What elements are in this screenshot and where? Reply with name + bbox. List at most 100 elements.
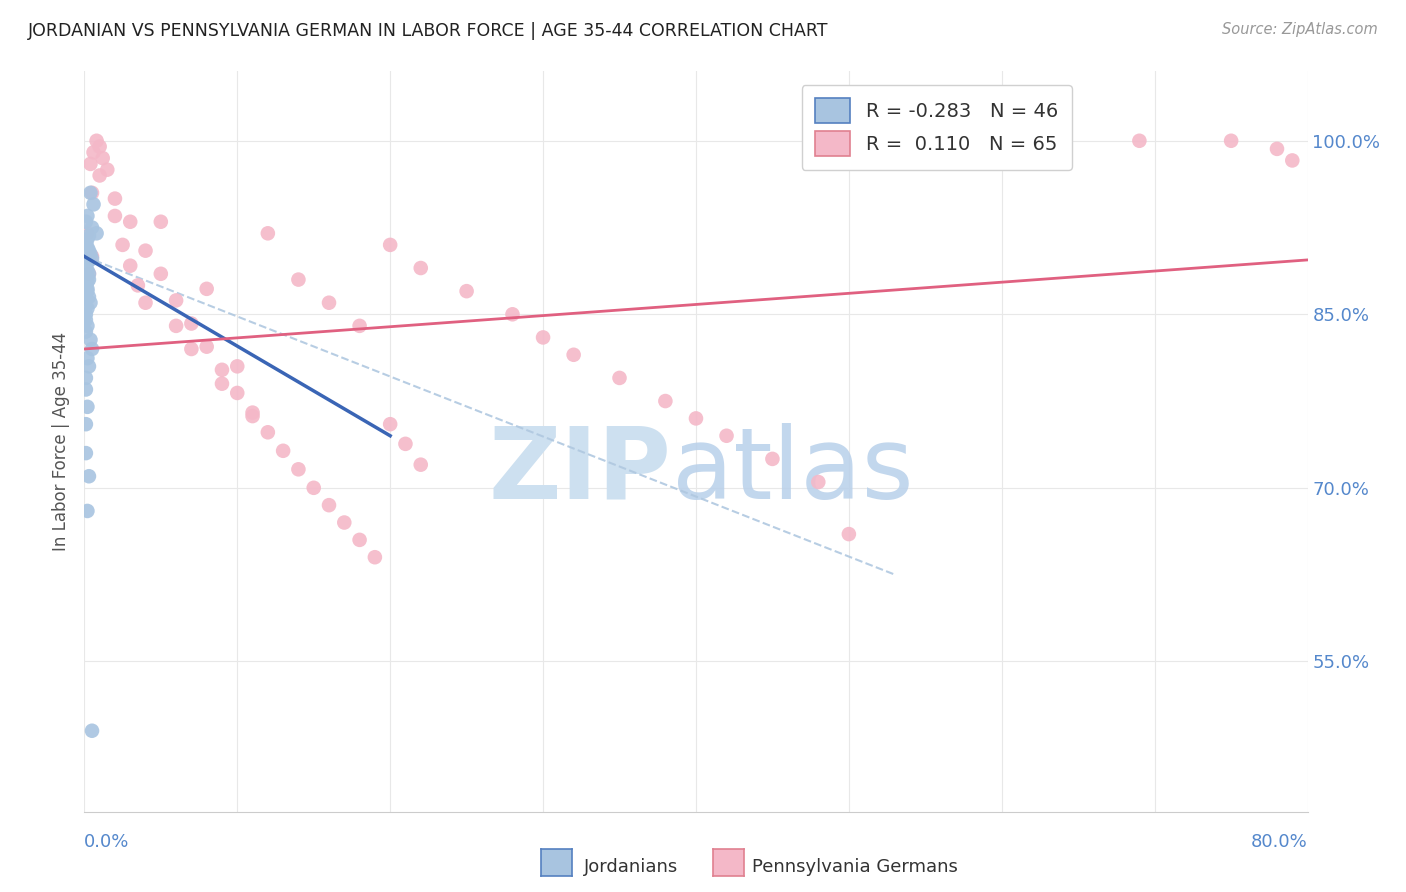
- Point: [77, 267, 100, 281]
- Point: [77, 469, 100, 483]
- Point: [1128, 134, 1150, 148]
- Point: [409, 260, 432, 275]
- Point: [318, 295, 340, 310]
- Point: [75, 417, 97, 432]
- Point: [242, 406, 264, 420]
- Legend: R = -0.283   N = 46, R =  0.110   N = 65: R = -0.283 N = 46, R = 0.110 N = 65: [801, 85, 1071, 169]
- Point: [96, 162, 118, 177]
- Point: [226, 359, 249, 374]
- Point: [271, 443, 294, 458]
- Point: [91, 151, 114, 165]
- Point: [287, 272, 309, 286]
- Text: 0.0%: 0.0%: [84, 832, 129, 851]
- Point: [409, 458, 432, 472]
- Point: [76, 270, 98, 285]
- Point: [77, 272, 100, 286]
- Point: [685, 411, 707, 425]
- Point: [76, 232, 98, 246]
- Point: [76, 240, 98, 254]
- Point: [83, 145, 105, 160]
- Point: [75, 278, 97, 293]
- Point: [226, 386, 249, 401]
- Point: [716, 429, 738, 443]
- Point: [80, 252, 103, 266]
- Point: [149, 267, 172, 281]
- Point: [76, 282, 98, 296]
- Point: [75, 260, 97, 275]
- Point: [302, 481, 325, 495]
- Text: Pennsylvania Germans: Pennsylvania Germans: [752, 858, 957, 876]
- Point: [807, 475, 830, 489]
- Point: [76, 209, 98, 223]
- Point: [80, 186, 103, 200]
- Text: Source: ZipAtlas.com: Source: ZipAtlas.com: [1222, 22, 1378, 37]
- Point: [380, 417, 402, 432]
- Point: [79, 333, 101, 347]
- Point: [75, 383, 97, 397]
- Point: [75, 238, 97, 252]
- Point: [76, 301, 98, 316]
- Point: [75, 215, 97, 229]
- Point: [75, 446, 97, 460]
- Point: [76, 263, 98, 277]
- Point: [257, 425, 280, 440]
- Point: [380, 238, 402, 252]
- Text: 80.0%: 80.0%: [1251, 832, 1308, 851]
- Point: [1265, 142, 1288, 156]
- Point: [89, 169, 111, 183]
- Point: [80, 342, 103, 356]
- Point: [79, 247, 101, 261]
- Point: [75, 325, 97, 339]
- Point: [75, 286, 97, 301]
- Point: [76, 400, 98, 414]
- Point: [562, 348, 585, 362]
- Point: [211, 363, 233, 377]
- Point: [80, 723, 103, 738]
- Text: Jordanians: Jordanians: [583, 858, 678, 876]
- Point: [111, 238, 134, 252]
- Point: [165, 318, 187, 333]
- Text: atlas: atlas: [672, 423, 912, 520]
- Point: [104, 209, 127, 223]
- Point: [349, 533, 371, 547]
- Point: [75, 371, 97, 385]
- Point: [76, 351, 98, 366]
- Point: [75, 313, 97, 327]
- Point: [242, 409, 264, 423]
- Point: [135, 295, 157, 310]
- Point: [77, 267, 100, 281]
- Point: [195, 340, 218, 354]
- Point: [195, 282, 218, 296]
- Point: [318, 498, 340, 512]
- Point: [180, 317, 202, 331]
- Point: [456, 284, 478, 298]
- Point: [135, 244, 157, 258]
- Point: [654, 394, 676, 409]
- Point: [76, 284, 98, 298]
- Point: [86, 227, 108, 241]
- Point: [76, 504, 98, 518]
- Point: [257, 227, 280, 241]
- Point: [76, 275, 98, 289]
- Point: [761, 451, 783, 466]
- Point: [76, 227, 98, 241]
- Point: [75, 258, 97, 272]
- Point: [127, 278, 149, 293]
- Point: [83, 197, 105, 211]
- Text: ZIP: ZIP: [489, 423, 672, 520]
- Point: [394, 437, 416, 451]
- Point: [333, 516, 356, 530]
- Point: [77, 359, 100, 374]
- Y-axis label: In Labor Force | Age 35-44: In Labor Force | Age 35-44: [52, 332, 70, 551]
- Point: [77, 290, 100, 304]
- Point: [104, 192, 127, 206]
- Point: [180, 342, 202, 356]
- Point: [609, 371, 631, 385]
- Point: [838, 527, 860, 541]
- Point: [149, 215, 172, 229]
- Point: [79, 295, 101, 310]
- Point: [531, 330, 554, 344]
- Point: [77, 250, 100, 264]
- Point: [77, 244, 100, 258]
- Text: JORDANIAN VS PENNSYLVANIA GERMAN IN LABOR FORCE | AGE 35-44 CORRELATION CHART: JORDANIAN VS PENNSYLVANIA GERMAN IN LABO…: [28, 22, 828, 40]
